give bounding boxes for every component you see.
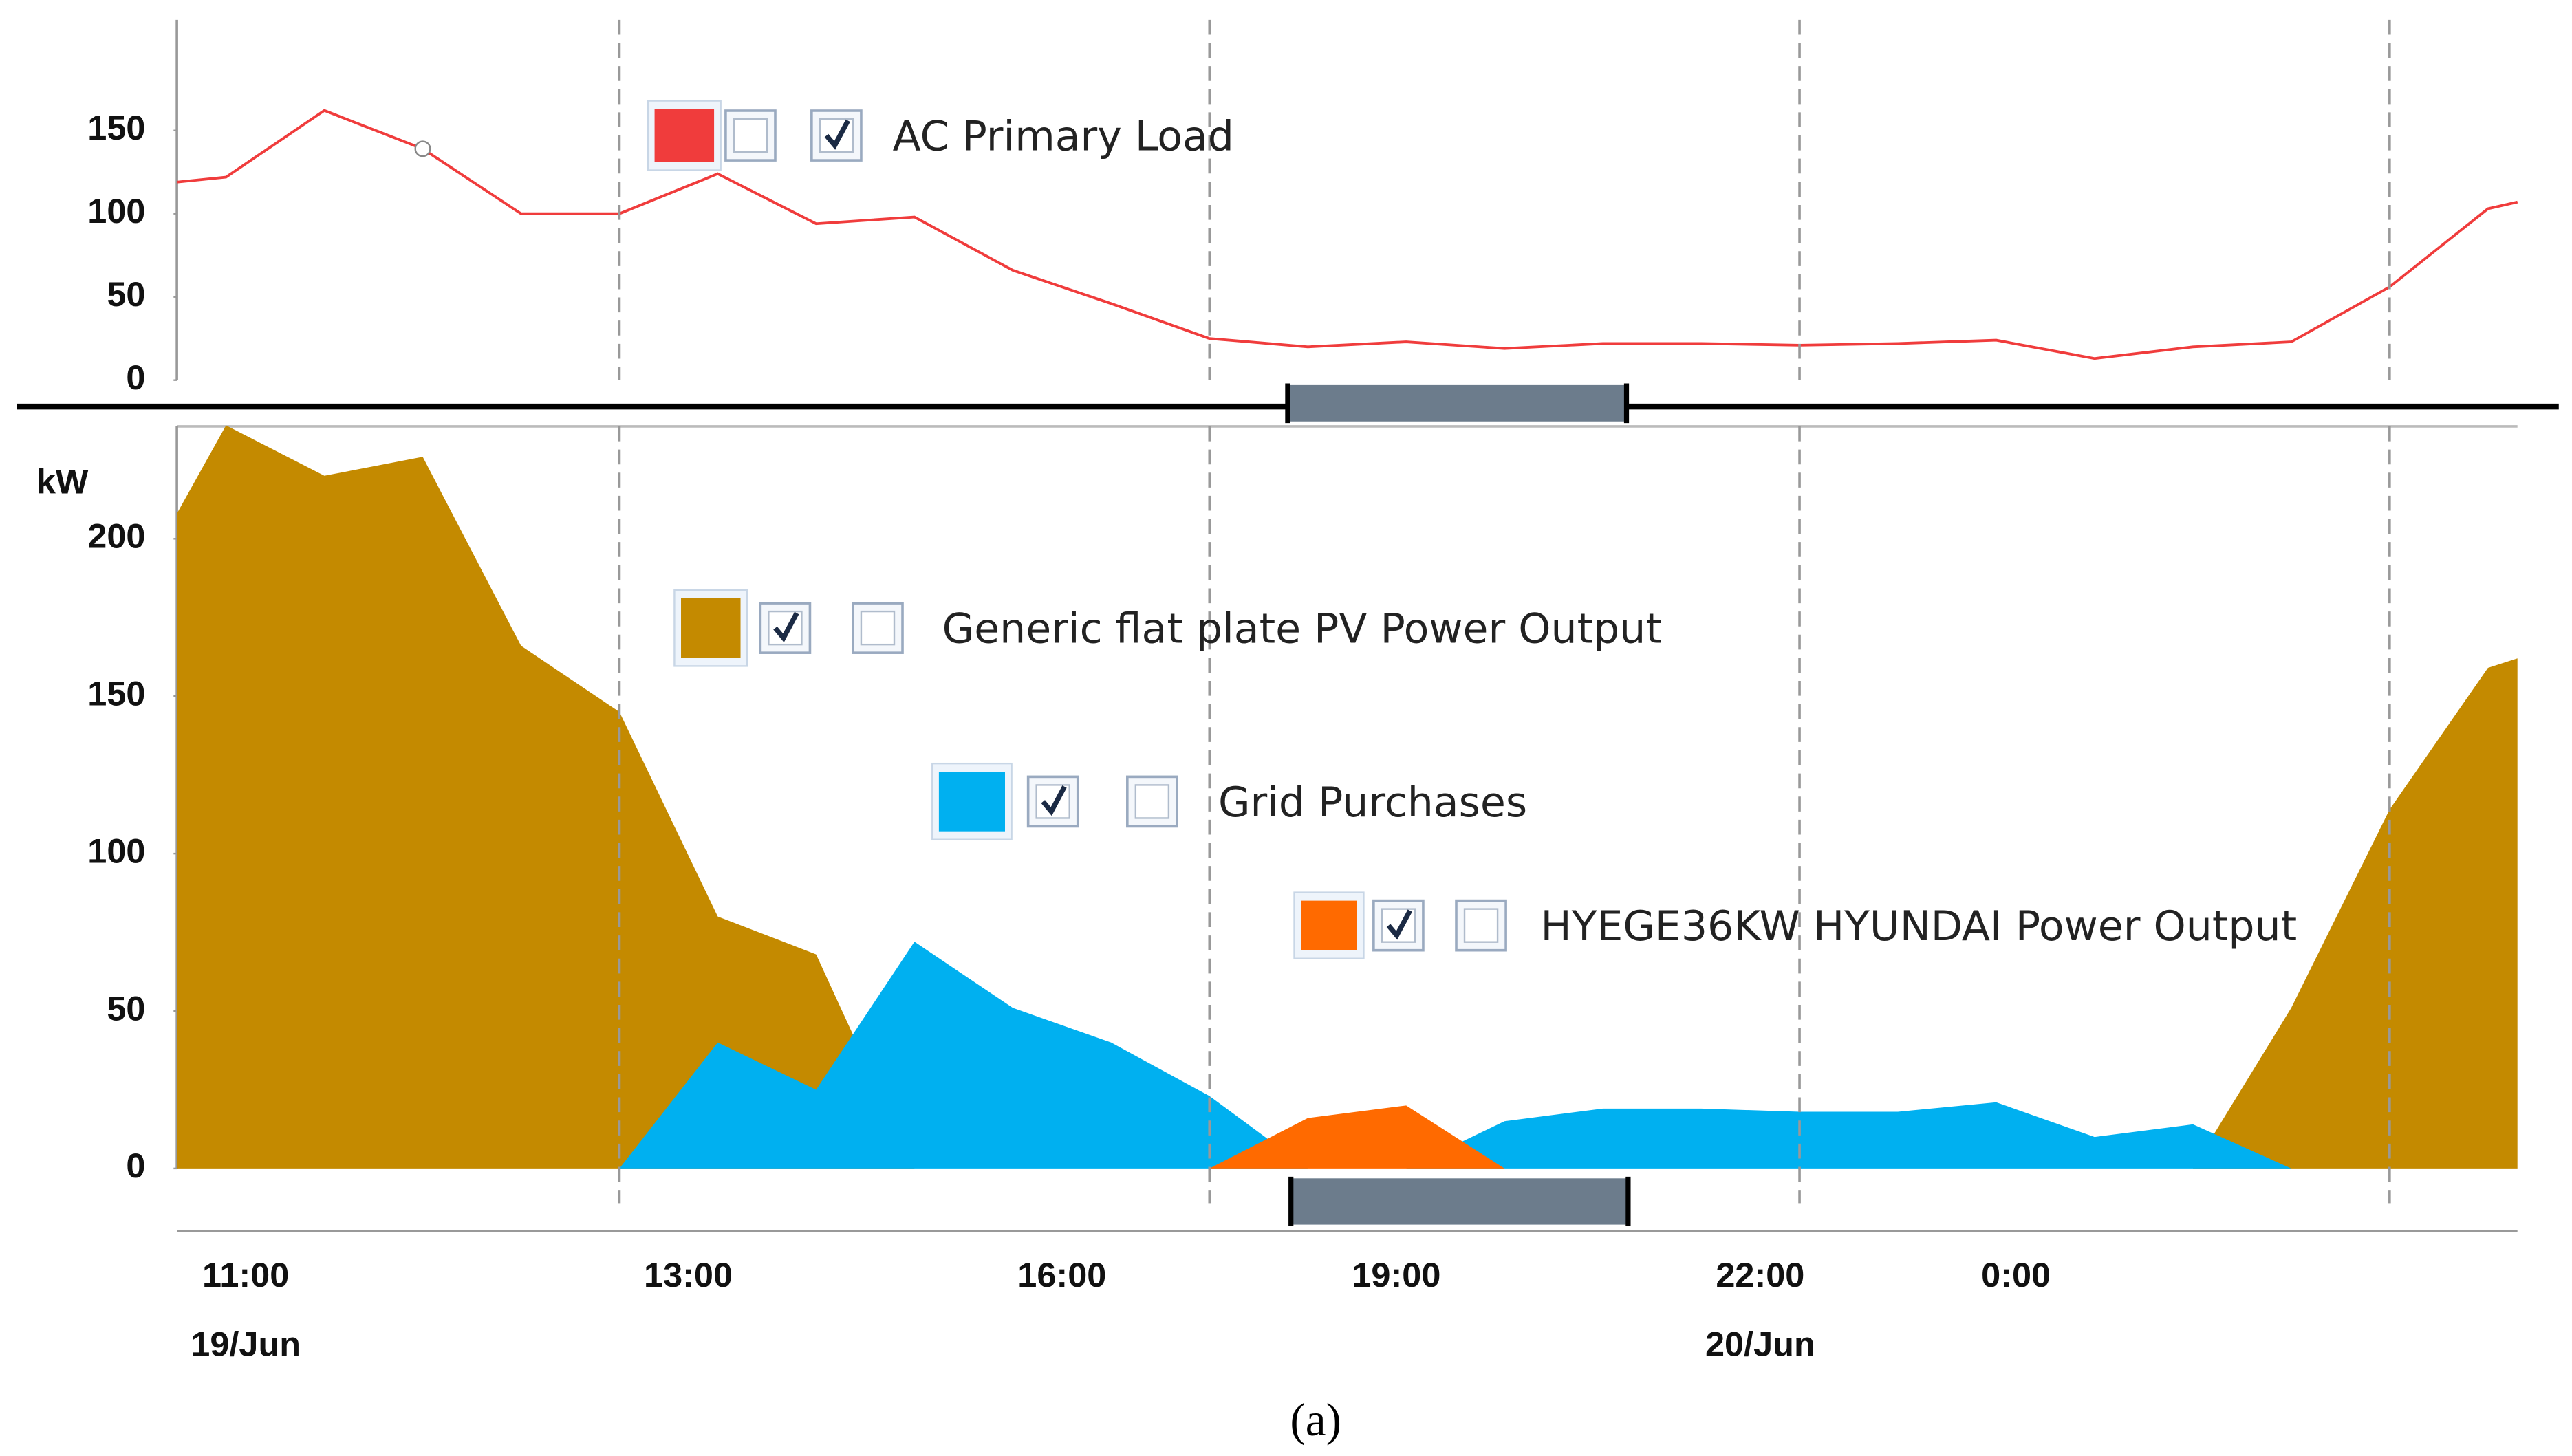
legend-label: AC Primary Load: [893, 112, 1234, 160]
legend-label: HYEGE36KW HYUNDAI Power Output: [1541, 902, 2298, 950]
y-tick-label: 50: [107, 274, 145, 314]
checkbox-inner: [1463, 908, 1499, 943]
checkbox-inner: [860, 610, 896, 646]
x-tick-label: 22:00: [1716, 1255, 1804, 1294]
x-date-label: 20/Jun: [1705, 1325, 1815, 1364]
y-tick-label: 0: [126, 358, 145, 397]
point-marker: [414, 140, 431, 157]
area: [619, 942, 2291, 1169]
y-tick-label: 100: [87, 831, 145, 870]
scrollbar: [1285, 383, 1631, 1226]
area: [177, 425, 2518, 1169]
y-tick-label: 150: [87, 108, 145, 147]
y-tick-label: 150: [87, 674, 145, 713]
checkmark: [1041, 785, 1067, 816]
y-tick-label: 0: [126, 1146, 145, 1185]
y-tick-label: 100: [87, 191, 145, 230]
y-axis-label: kW: [36, 461, 89, 501]
legend-entry: AC Primary Load: [647, 100, 1234, 171]
checkmark: [824, 119, 850, 150]
legend-entry: Grid Purchases: [931, 762, 1527, 840]
x-tick-label: 11:00: [202, 1255, 289, 1294]
panel: [176, 19, 2518, 380]
x-tick-label: 16:00: [1017, 1255, 1106, 1294]
legend-swatch: [681, 598, 741, 658]
x-tick-label: 13:00: [644, 1255, 733, 1294]
y-tick-label: 50: [107, 988, 145, 1028]
legend-entry: HYEGE36KW HYUNDAI Power Output: [1293, 891, 2298, 959]
legend-label: Grid Purchases: [1218, 779, 1527, 827]
checkbox-inner: [1134, 784, 1170, 819]
legend-label: Generic flat plate PV Power Output: [942, 605, 1662, 653]
checkmark: [1386, 909, 1412, 940]
legend-entry: Generic flat plate PV Power Output: [673, 589, 1662, 667]
x-tick-label: 19:00: [1352, 1255, 1440, 1294]
line: [176, 109, 2518, 360]
checkmark: [773, 611, 799, 642]
y-tick-label: 200: [87, 517, 145, 556]
area: [1209, 1105, 1505, 1169]
x-date-label: 19/Jun: [191, 1325, 301, 1364]
legend-swatch: [654, 109, 715, 162]
checkbox-inner: [733, 118, 768, 153]
legend-swatch: [938, 772, 1005, 832]
x-tick-label: 0:00: [1981, 1255, 2051, 1294]
caption: (a): [1290, 1394, 1341, 1446]
legend-swatch: [1301, 900, 1357, 950]
